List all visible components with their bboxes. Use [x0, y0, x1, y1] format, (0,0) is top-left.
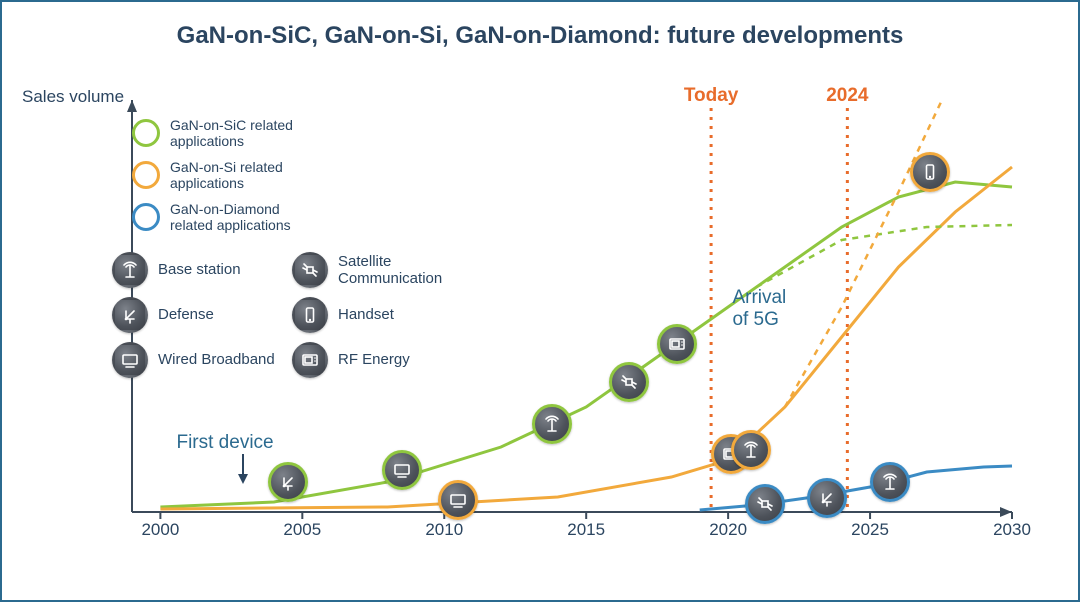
- legend-icon-rf-energy: RF Energy: [292, 342, 410, 378]
- base-station-icon: [532, 404, 572, 444]
- x-tick-label: 2005: [283, 520, 321, 540]
- wired-icon: [382, 450, 422, 490]
- x-tick-label: 2025: [851, 520, 889, 540]
- legend-curve-sic: GaN-on-SiC relatedapplications: [132, 117, 293, 149]
- defense-icon: [112, 297, 148, 333]
- chart-node: [382, 450, 422, 490]
- legend-curve-label: GaN-on-Diamondrelated applications: [170, 201, 291, 233]
- chart-node: [657, 324, 697, 364]
- legend-icon-base-station: Base station: [112, 252, 241, 288]
- base-station-icon: [870, 462, 910, 502]
- chart-node: [438, 480, 478, 520]
- handset-icon: [292, 297, 328, 333]
- handset-icon: [910, 152, 950, 192]
- legend-icon-satcom: SatelliteCommunication: [292, 252, 442, 288]
- legend-curve-si: GaN-on-Si relatedapplications: [132, 159, 283, 191]
- legend-icon-label: Base station: [158, 261, 241, 278]
- curve-si-dashed: [785, 102, 941, 407]
- y-axis-label: Sales volume: [22, 87, 124, 107]
- chart-node: [745, 484, 785, 524]
- vline-label-today: Today: [684, 85, 739, 107]
- chart-title: GaN-on-SiC, GaN-on-Si, GaN-on-Diamond: f…: [2, 22, 1078, 50]
- x-tick-label: 2020: [709, 520, 747, 540]
- x-tick-label: 2010: [425, 520, 463, 540]
- x-tick-label: 2015: [567, 520, 605, 540]
- wired-icon: [438, 480, 478, 520]
- chart-node: [532, 404, 572, 444]
- legend-icon-wired: Wired Broadband: [112, 342, 275, 378]
- legend-ring-icon: [132, 119, 160, 147]
- legend-curve-label: GaN-on-SiC relatedapplications: [170, 117, 293, 149]
- legend-ring-icon: [132, 161, 160, 189]
- legend-icon-label: SatelliteCommunication: [338, 253, 442, 288]
- legend-ring-icon: [132, 203, 160, 231]
- defense-icon: [807, 478, 847, 518]
- chart-node: [268, 462, 308, 502]
- legend-icon-label: Handset: [338, 306, 394, 323]
- satcom-icon: [292, 252, 328, 288]
- x-tick-label: 2030: [993, 520, 1031, 540]
- x-tick-label: 2000: [141, 520, 179, 540]
- chart-node: [609, 362, 649, 402]
- legend-icon-label: Defense: [158, 306, 214, 323]
- wired-icon: [112, 342, 148, 378]
- vline-label-year_2024: 2024: [826, 85, 868, 107]
- annotation-first-device: First device: [176, 432, 273, 454]
- chart-node: [807, 478, 847, 518]
- satcom-icon: [745, 484, 785, 524]
- legend-curve-diamond: GaN-on-Diamondrelated applications: [132, 201, 291, 233]
- curve-sic-dashed: [757, 225, 1013, 287]
- legend-icon-label: Wired Broadband: [158, 351, 275, 368]
- legend-curve-label: GaN-on-Si relatedapplications: [170, 159, 283, 191]
- legend-icon-handset: Handset: [292, 297, 394, 333]
- defense-icon: [268, 462, 308, 502]
- chart-node: [910, 152, 950, 192]
- rf-energy-icon: [292, 342, 328, 378]
- base-station-icon: [731, 430, 771, 470]
- chart-container: Sales volume Today2024 Arrivalof 5GFirst…: [92, 112, 1012, 552]
- rf-energy-icon: [657, 324, 697, 364]
- base-station-icon: [112, 252, 148, 288]
- annotation-arrival-5g: Arrivalof 5G: [732, 287, 786, 331]
- chart-node: [731, 430, 771, 470]
- chart-node: [870, 462, 910, 502]
- first-device-arrow-icon: [233, 454, 253, 486]
- legend-icon-defense: Defense: [112, 297, 214, 333]
- satcom-icon: [609, 362, 649, 402]
- legend-icon-label: RF Energy: [338, 351, 410, 368]
